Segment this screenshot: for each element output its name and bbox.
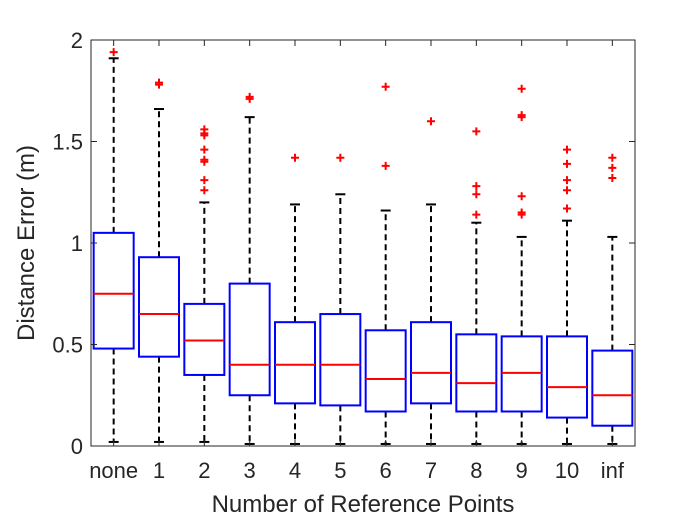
outlier-marker [472,190,481,199]
outlier-marker [563,186,571,195]
x-tick-label: 7 [425,458,437,483]
x-tick-label: 5 [334,458,346,483]
x-tick-label: 3 [244,458,256,483]
outlier-marker [517,208,526,217]
box-group-10 [546,145,588,445]
outlier-marker [381,82,390,91]
outlier-marker [472,127,481,136]
outlier-marker [200,125,209,134]
box-iqr [364,329,407,413]
x-tick-label: inf [601,458,625,483]
x-tick-label: 2 [198,458,210,483]
box-group-7 [410,117,452,445]
x-tick-label: 8 [470,458,482,483]
x-tick-label: none [89,458,138,483]
outlier-marker [517,192,526,201]
y-tick-label: 2 [71,28,83,53]
outlier-marker [517,111,526,120]
outlier-marker [200,176,209,185]
outlier-marker [472,210,481,219]
outlier-marker [608,174,617,183]
outlier-marker [563,204,571,213]
outlier-marker [381,161,390,170]
outlier-marker [563,159,571,168]
box-iqr [591,349,634,427]
outlier-marker [472,182,481,191]
box-iqr [183,302,226,376]
x-axis-ticks: none 1 2 3 4 5 6 7 8 9 10 inf [89,40,625,483]
box-iqr [92,231,135,350]
outlier-marker [563,176,571,185]
x-tick-label: 4 [289,458,301,483]
x-tick-label: 10 [555,458,579,483]
outlier-marker [563,145,571,154]
outlier-marker [608,163,617,172]
outlier-marker [200,145,209,154]
y-axis-ticks: 0 0.5 1 1.5 2 [52,28,635,459]
y-axis-label: Distance Error (m) [13,145,40,341]
box-iqr [274,321,316,405]
outlier-marker [200,155,209,164]
y-tick-label: 0.5 [52,333,83,358]
box-iqr [228,282,271,397]
x-axis-label: Number of Reference Points [212,491,515,518]
y-tick-label: 0 [71,434,83,459]
y-tick-label: 1 [71,231,83,256]
outlier-marker [109,48,118,57]
outlier-marker [200,186,209,195]
outlier-marker [427,117,435,126]
x-tick-label: 9 [516,458,528,483]
box-group-9 [500,84,543,445]
outlier-marker [336,153,345,162]
box-iqr [500,335,543,413]
x-tick-label: 1 [153,458,165,483]
box-iqr [410,321,452,405]
outlier-marker [291,153,299,162]
box-iqr [455,333,498,413]
outlier-marker [245,92,254,101]
outlier-marker [517,84,526,93]
box-iqr [546,335,588,419]
outlier-marker [608,153,617,162]
outlier-marker [155,78,163,87]
box-iqr [138,256,180,358]
box-group-6 [364,82,407,445]
box-iqr [319,313,362,407]
plot-area [92,48,634,445]
box-group-2 [183,125,226,443]
x-tick-label: 6 [380,458,392,483]
y-tick-label: 1.5 [52,130,83,155]
